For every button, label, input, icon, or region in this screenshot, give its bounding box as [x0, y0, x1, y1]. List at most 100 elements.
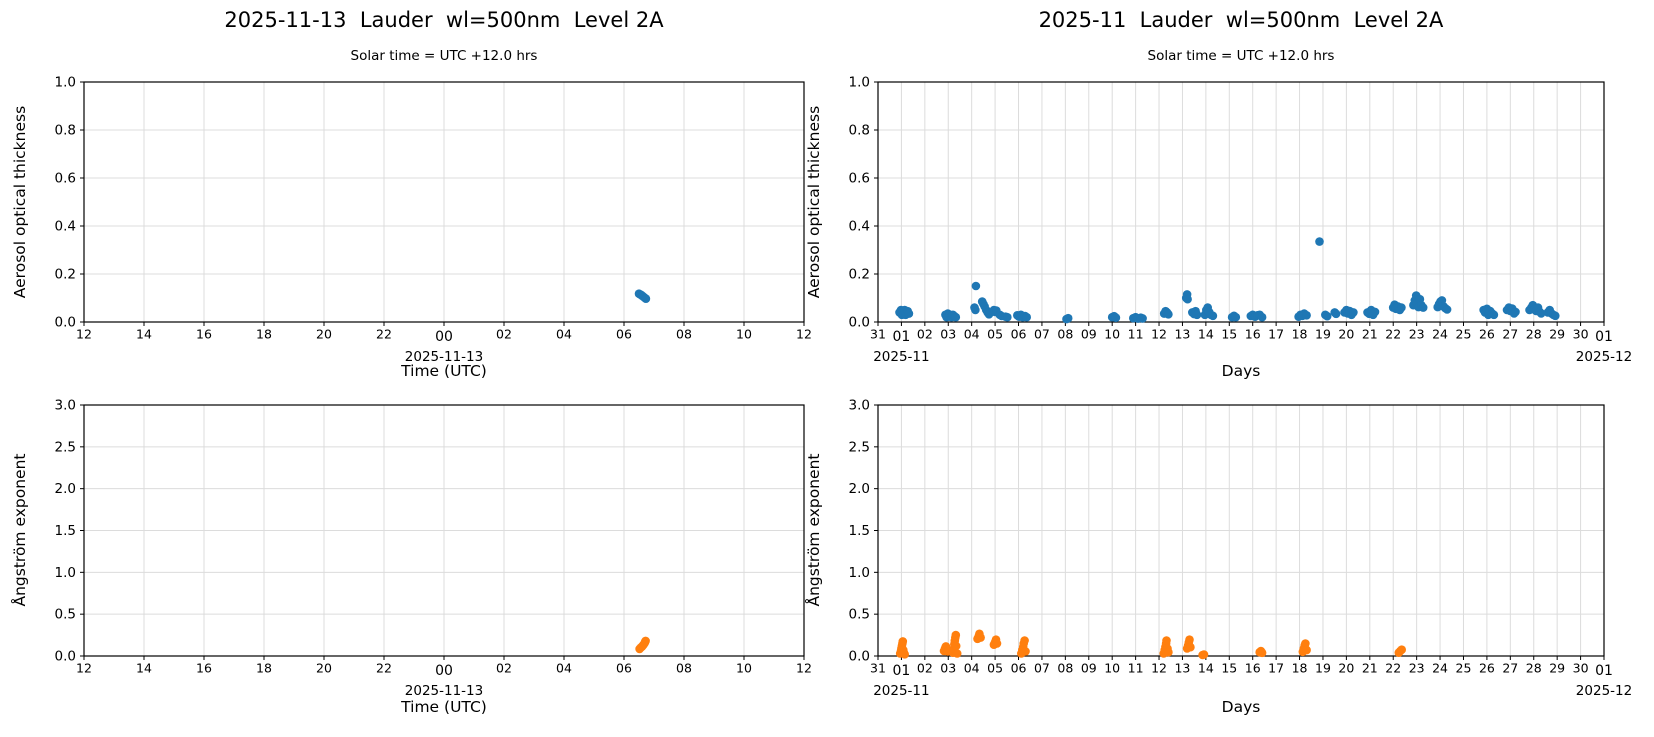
x-tick-label: 02	[496, 327, 512, 342]
x-tick-label: 20	[316, 661, 332, 676]
scatter-point	[898, 637, 908, 646]
y-tick-label: 1.0	[849, 565, 870, 581]
x-axis-date-label: 2025-11	[873, 349, 929, 365]
scatter-point	[1199, 650, 1209, 659]
x-axis-date-label: 2025-12	[1576, 683, 1632, 699]
x-tick-label: 18	[1292, 327, 1308, 342]
scatter-point	[1162, 636, 1171, 645]
y-tick-label: 1.0	[55, 565, 76, 581]
x-tick-label: 16	[1245, 661, 1261, 676]
y-tick-label: 1.0	[849, 75, 870, 91]
x-tick-label: 25	[1456, 661, 1472, 676]
x-tick-label: 05	[987, 327, 1003, 342]
x-tick-label: 31	[870, 661, 886, 676]
scatter-point	[1370, 307, 1380, 317]
x-tick-label: 16	[1245, 327, 1261, 342]
x-tick-label: 18	[256, 327, 272, 342]
x-tick-label: 14	[136, 661, 152, 676]
x-tick-label: 12	[1151, 661, 1167, 676]
y-axis-label-angstrom-day: Ångström exponent	[11, 453, 29, 607]
y-tick-label: 0.0	[55, 315, 76, 331]
scatter-point	[971, 305, 980, 315]
scatter-point	[1418, 303, 1428, 312]
x-tick-label: 29	[1549, 661, 1565, 676]
x-tick-label: 25	[1456, 327, 1472, 342]
x-tick-label: 07	[1034, 327, 1050, 342]
scatter-point	[952, 649, 962, 658]
scatter-point	[1063, 313, 1073, 323]
x-tick-label: 10	[736, 661, 752, 676]
x-tick-label: 16	[196, 327, 212, 342]
y-tick-label: 2.5	[849, 439, 870, 455]
y-tick-label: 1.0	[55, 75, 76, 91]
x-tick-label: 06	[616, 661, 632, 676]
x-axis-label-aot-month: Days	[1221, 362, 1261, 380]
x-tick-label: 15	[1221, 661, 1237, 676]
x-tick-label: 28	[1526, 327, 1542, 342]
x-tick-label: 19	[1315, 661, 1331, 676]
x-tick-label: 12	[76, 661, 92, 676]
x-tick-label: 08	[1057, 661, 1073, 676]
scatter-point	[900, 650, 909, 659]
x-tick-label: 17	[1268, 661, 1284, 676]
scatter-point	[1138, 314, 1147, 323]
scatter-point	[971, 281, 981, 291]
x-axis-label-aot-day: Time (UTC)	[401, 362, 487, 380]
chart-subtitle-top-right: Solar time = UTC +12.0 hrs	[1147, 48, 1335, 64]
scatter-point	[976, 633, 985, 642]
x-tick-label: 02	[917, 661, 933, 676]
x-tick-label: 20	[1338, 661, 1354, 676]
y-tick-label: 2.5	[55, 439, 76, 455]
x-tick-label: 10	[1104, 327, 1120, 342]
y-tick-label: 1.5	[55, 523, 76, 539]
y-tick-label: 0.6	[55, 171, 76, 187]
x-tick-label: 18	[1292, 661, 1308, 676]
chart-angstrom-month: 31 01 2025-11 02 03 04 05 06 07 08 09 10 11 12 13 14 15 1…	[849, 398, 1633, 700]
scatter-point	[951, 641, 961, 651]
x-tick-label: 28	[1526, 661, 1542, 676]
scatter-point	[1315, 237, 1324, 246]
x-tick-label: 20	[316, 327, 332, 342]
scatter-point	[1397, 645, 1406, 654]
x-tick-label: 04	[556, 327, 572, 342]
y-tick-label: 0.8	[55, 123, 76, 139]
x-tick-label: 13	[1174, 661, 1190, 676]
scatter-point	[1022, 312, 1031, 322]
x-tick-label: 00	[435, 329, 453, 345]
x-tick-label: 26	[1479, 327, 1495, 342]
scatter-point	[1003, 312, 1012, 322]
scatter-point	[1442, 305, 1452, 314]
chart-subtitle-top-left: Solar time = UTC +12.0 hrs	[350, 48, 538, 64]
x-tick-label: 22	[376, 661, 392, 676]
x-tick-label: 02	[496, 661, 512, 676]
x-tick-label: 12	[1151, 327, 1167, 342]
x-tick-label: 02	[917, 327, 933, 342]
x-tick-label: 12	[796, 327, 812, 342]
x-tick-label: 13	[1174, 327, 1190, 342]
scatter-point	[1183, 294, 1192, 304]
scatter-point	[1301, 639, 1310, 648]
x-tick-label: 22	[376, 327, 392, 342]
scatter-point	[1257, 312, 1267, 322]
y-tick-label: 3.0	[55, 398, 76, 414]
scatter-point	[1397, 303, 1406, 312]
x-tick-label: 16	[196, 661, 212, 676]
scatter-point	[1185, 635, 1194, 644]
scatter-point	[1231, 312, 1241, 322]
scatter-point	[1302, 645, 1311, 655]
x-tick-label: 03	[940, 661, 956, 676]
x-tick-label: 20	[1338, 327, 1354, 342]
y-tick-label: 0.0	[849, 649, 870, 665]
x-tick-label: 08	[676, 327, 692, 342]
x-tick-label: 19	[1315, 327, 1331, 342]
scatter-point	[992, 639, 1002, 648]
scatter-point	[1020, 636, 1029, 645]
x-axis-date-label: 2025-11-13	[405, 683, 483, 699]
x-tick-label: 14	[136, 327, 152, 342]
x-tick-label: 26	[1479, 661, 1495, 676]
axes-frame	[877, 81, 1605, 323]
x-tick-label: 06	[616, 327, 632, 342]
x-tick-label: 23	[1409, 327, 1425, 342]
x-tick-label: 30	[1573, 327, 1589, 342]
